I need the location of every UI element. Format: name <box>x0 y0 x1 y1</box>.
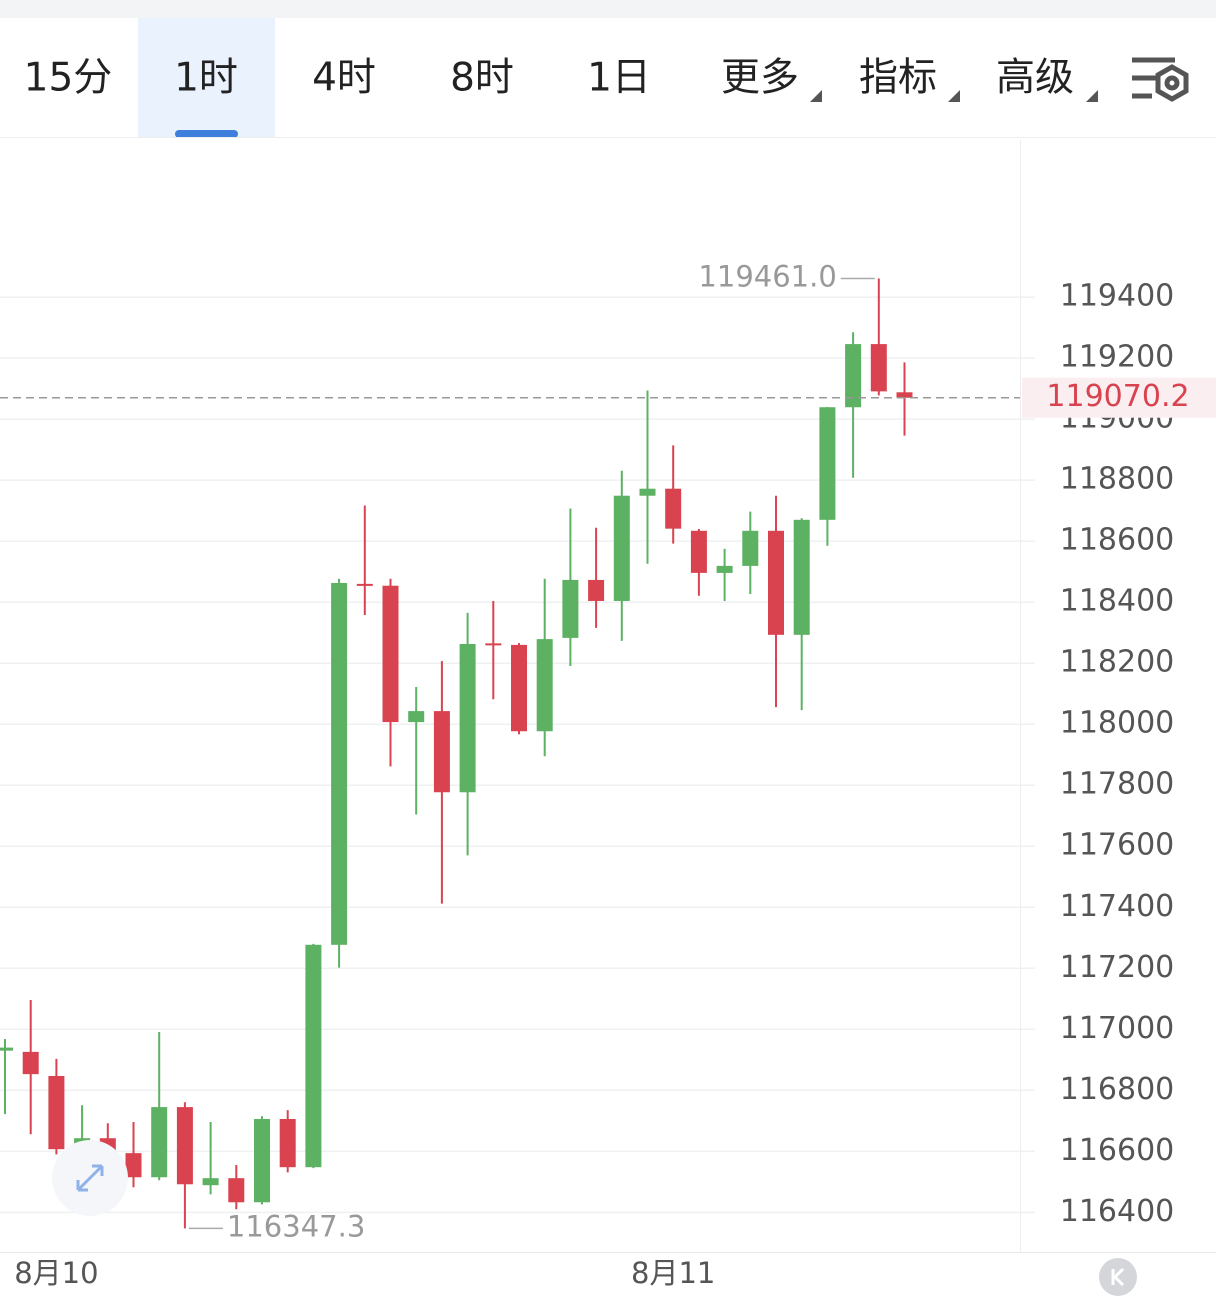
y-tick-label: 119400 <box>1060 279 1175 314</box>
candle-body <box>48 1075 65 1150</box>
candle-body <box>639 488 656 496</box>
candle-body <box>562 579 579 638</box>
candle-body <box>793 519 810 635</box>
last-price-bg <box>1022 377 1216 418</box>
candle-body <box>0 1047 13 1051</box>
tab-label[interactable]: 1时 <box>174 56 238 101</box>
candle-body <box>151 1107 168 1178</box>
candle-body <box>716 565 733 573</box>
candle-body <box>459 643 476 793</box>
y-tick-label: 118600 <box>1060 523 1175 558</box>
candle-body <box>22 1051 39 1075</box>
dropdown-triangles <box>810 90 1098 102</box>
tab-label[interactable]: 高级 <box>996 56 1074 101</box>
candle-body <box>176 1107 193 1185</box>
candle-body <box>819 407 836 520</box>
settings-icon[interactable] <box>1132 57 1189 102</box>
y-tick-label: 118400 <box>1060 584 1175 619</box>
candle-body <box>279 1118 296 1168</box>
y-tick-label: 116800 <box>1060 1072 1175 1107</box>
tab-label[interactable]: 4时 <box>312 56 376 101</box>
candle-body <box>408 711 425 723</box>
candle-body <box>331 582 348 945</box>
tab-label[interactable]: 15分 <box>24 56 113 101</box>
y-tick-label: 117400 <box>1060 889 1175 924</box>
candle-body <box>870 344 887 392</box>
y-tick-label: 118200 <box>1060 645 1175 680</box>
scroll-end-icon <box>1111 1267 1125 1287</box>
candle-body <box>845 344 862 408</box>
active-tab-bg <box>138 18 275 137</box>
candle-body <box>125 1153 142 1178</box>
y-tick-label: 118800 <box>1060 462 1175 497</box>
candle-body <box>433 711 450 793</box>
tab-bar: 15分 1时 4时 8时 1日 更多 指标 高级 <box>24 56 1074 101</box>
active-tab-underline <box>175 130 238 138</box>
last-price-label: 119070.2 <box>1046 379 1189 414</box>
candle-body <box>356 583 373 586</box>
candle-body <box>485 643 502 646</box>
y-tick-label: 116600 <box>1060 1133 1175 1168</box>
y-tick-label: 117200 <box>1060 950 1175 985</box>
candle-body <box>896 392 913 398</box>
y-tick-label: 117800 <box>1060 767 1175 802</box>
y-tick-label: 118000 <box>1060 706 1175 741</box>
max-label: 119461.0 <box>698 260 836 294</box>
scroll-end-button[interactable] <box>1099 1258 1137 1296</box>
y-tick-label: 119200 <box>1060 340 1175 375</box>
top-strip <box>0 0 1216 18</box>
tab-label[interactable]: 8时 <box>450 56 514 101</box>
expand-icon <box>76 1164 104 1192</box>
tab-label[interactable]: 1日 <box>587 56 651 101</box>
candle-body <box>588 579 605 601</box>
x-tick-label: 8月10 <box>14 1256 98 1290</box>
min-label: 116347.3 <box>227 1209 365 1243</box>
candle-body <box>202 1178 219 1186</box>
x-tick-label: 8月11 <box>631 1256 715 1290</box>
chart: 116400 116600 116800 117000 117200 117400 1176… <box>0 260 1216 1290</box>
candle-body <box>511 644 527 732</box>
candle-body <box>254 1118 270 1203</box>
candle-body <box>305 944 322 1168</box>
candle-body <box>382 585 399 723</box>
candle-body <box>228 1178 245 1203</box>
y-tick-label: 117000 <box>1060 1011 1175 1046</box>
y-tick-label: 117600 <box>1060 828 1175 863</box>
candle-body <box>742 530 759 566</box>
tab-label[interactable]: 更多 <box>721 56 799 101</box>
candle-body <box>768 530 784 635</box>
candle-body <box>613 495 630 601</box>
candle-body <box>536 639 553 732</box>
y-tick-label: 116400 <box>1060 1194 1175 1229</box>
tab-label[interactable]: 指标 <box>859 56 937 101</box>
candle-body <box>665 488 682 529</box>
candle-body <box>690 530 707 573</box>
